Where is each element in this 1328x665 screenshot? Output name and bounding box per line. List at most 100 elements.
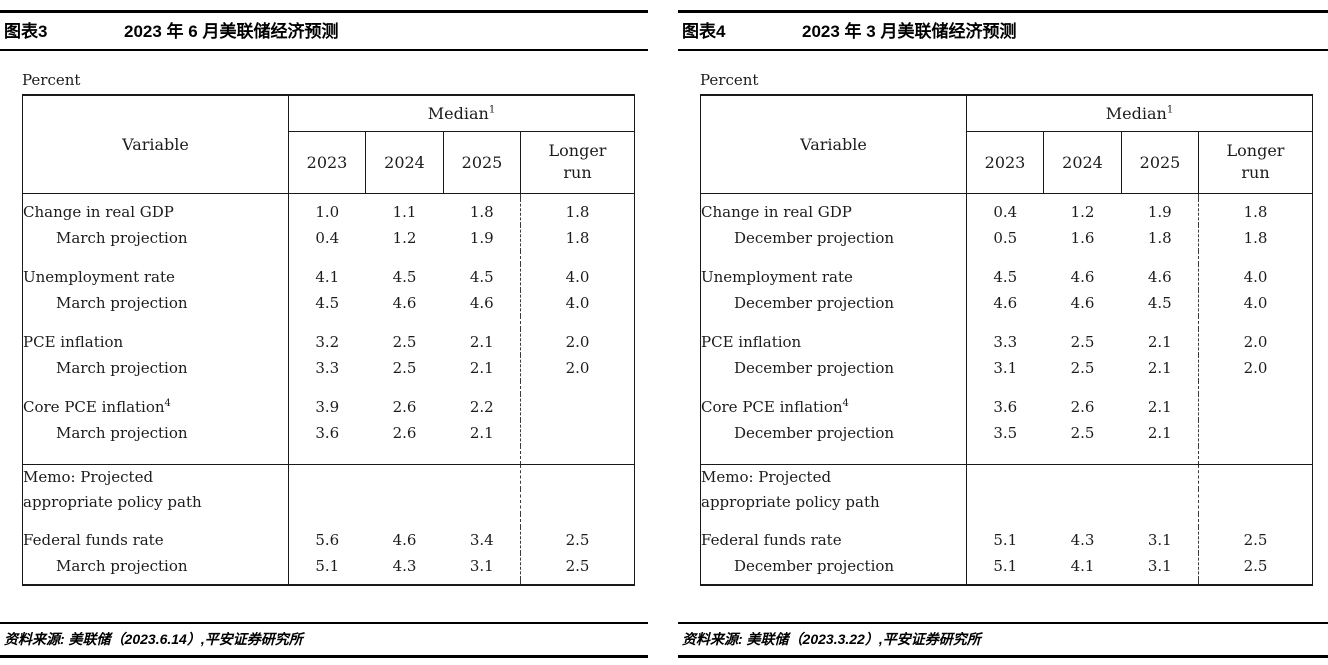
longer-run-value-cell: 4.0	[520, 290, 635, 316]
value-cell: 4.1	[1070, 557, 1095, 575]
value-cell	[444, 316, 521, 329]
value-cell: 2.2	[469, 398, 494, 416]
source-note: 资料来源: 美联储（2023.6.14）,平安证券研究所	[0, 622, 648, 658]
value-cell: 4.6	[469, 294, 494, 312]
table-row: Memo: Projected	[22, 463, 635, 489]
projections-table: Variable Median1 2023 2024 2025 Longer r…	[22, 94, 635, 586]
longer-run-value-cell	[520, 394, 635, 420]
row-label: Unemployment rate	[22, 264, 289, 290]
row-label: PCE inflation	[700, 329, 967, 355]
value-cell	[1122, 514, 1199, 527]
value-cell: 1.2	[392, 229, 417, 247]
table-row: Change in real GDP 1.0 1.1 1.8 1.8	[22, 199, 635, 225]
row-label: Change in real GDP	[700, 199, 967, 225]
value-cell: 2.1	[1147, 398, 1172, 416]
value-cell: 2.1	[1147, 424, 1172, 442]
unit-label: Percent	[22, 71, 81, 89]
spacer-cell	[22, 193, 289, 199]
table-row: Core PCE inflation4 3.6 2.6 2.1	[700, 394, 1313, 420]
table-row: Federal funds rate 5.6 4.6 3.4 2.5	[22, 527, 635, 553]
row-label: appropriate policy path	[700, 489, 967, 514]
unit-label: Percent	[700, 71, 759, 89]
value-cell	[966, 579, 1044, 586]
spacer-cell	[22, 579, 289, 586]
row-label: Core PCE inflation4	[22, 394, 289, 420]
value-cell: 4.6	[1147, 268, 1172, 286]
value-cell: 1.2	[1070, 203, 1095, 221]
spacer-row	[700, 446, 1313, 464]
row-label: Federal funds rate	[22, 527, 289, 553]
value-cell: 4.6	[993, 294, 1018, 312]
longer-run-value-cell	[1198, 381, 1313, 394]
value-cell: 2.1	[469, 424, 494, 442]
longer-run-value-cell	[520, 514, 635, 527]
value-cell: 4.5	[315, 294, 340, 312]
row-label: Memo: Projected	[700, 463, 967, 489]
value-cell: 3.9	[315, 398, 340, 416]
value-cell	[967, 251, 1044, 264]
value-cell: 5.1	[993, 557, 1018, 575]
value-cell: 4.3	[392, 557, 417, 575]
longer-run-value-cell: 2.5	[1198, 553, 1313, 579]
value-cell: 1.0	[315, 203, 340, 221]
spacer-cell	[700, 381, 967, 394]
value-cell	[289, 381, 366, 394]
value-cell: 3.3	[315, 359, 340, 377]
header-row-years: 2023 2024 2025 Longer run	[701, 131, 1313, 194]
value-cell: 2.1	[1147, 333, 1172, 351]
longer-run-value-cell: 4.0	[1198, 264, 1313, 290]
longer-run-value-cell: 4.0	[1198, 290, 1313, 316]
spacer-cell	[700, 579, 967, 586]
value-cell	[1044, 381, 1122, 394]
row-label: March projection	[22, 290, 289, 316]
table-row: Change in real GDP 0.4 1.2 1.9 1.8	[700, 199, 1313, 225]
value-cell	[1122, 489, 1199, 514]
table-row: March projection 3.6 2.6 2.1	[22, 420, 635, 446]
spacer-row	[700, 514, 1313, 527]
value-cell	[1122, 381, 1199, 394]
spacer-row	[22, 316, 635, 329]
value-cell	[1044, 446, 1122, 464]
value-cell: 2.6	[392, 398, 417, 416]
longer-run-value-cell	[1198, 251, 1313, 264]
spacer-row	[22, 193, 635, 199]
table-row: Unemployment rate 4.1 4.5 4.5 4.0	[22, 264, 635, 290]
value-cell	[1044, 316, 1122, 329]
longer-run-value-cell	[520, 489, 635, 514]
year-header-2023: 2023	[288, 131, 366, 194]
median-header-label: Median	[1105, 103, 1167, 123]
value-cell	[444, 446, 521, 464]
value-cell: 4.3	[1070, 531, 1095, 549]
value-cell: 2.1	[469, 359, 494, 377]
row-label: PCE inflation	[22, 329, 289, 355]
row-label: Federal funds rate	[700, 527, 967, 553]
year-header-2023: 2023	[966, 131, 1044, 194]
value-cell	[289, 251, 366, 264]
longer-run-header: Longer run	[1198, 131, 1313, 194]
value-cell: 3.3	[993, 333, 1018, 351]
year-header-2024: 2024	[1043, 131, 1122, 194]
table-row: December projection 5.1 4.1 3.1 2.5	[700, 553, 1313, 579]
table-row: December projection 3.1 2.5 2.1 2.0	[700, 355, 1313, 381]
longer-run-value-cell: 2.5	[520, 553, 635, 579]
value-cell	[443, 579, 521, 586]
table-row: appropriate policy path	[22, 489, 635, 514]
value-cell: 4.6	[392, 294, 417, 312]
value-cell: 1.6	[1070, 229, 1095, 247]
longer-run-value-cell	[1198, 514, 1313, 527]
longer-run-value-cell	[520, 193, 635, 199]
spacer-row	[22, 579, 635, 586]
longer-run-value-cell: 1.8	[1198, 225, 1313, 251]
longer-run-value-cell: 2.0	[1198, 329, 1313, 355]
header-row-median: Variable Median1	[22, 94, 635, 194]
value-cell: 1.9	[469, 229, 494, 247]
value-cell: 0.4	[993, 203, 1018, 221]
row-label: December projection	[700, 420, 967, 446]
value-cell	[1122, 316, 1199, 329]
longer-run-value-cell	[520, 420, 635, 446]
spacer-row	[700, 193, 1313, 199]
value-cell: 2.5	[392, 359, 417, 377]
median-header: Median1	[288, 94, 635, 132]
value-cell: 2.5	[1070, 333, 1095, 351]
value-cell: 2.6	[392, 424, 417, 442]
